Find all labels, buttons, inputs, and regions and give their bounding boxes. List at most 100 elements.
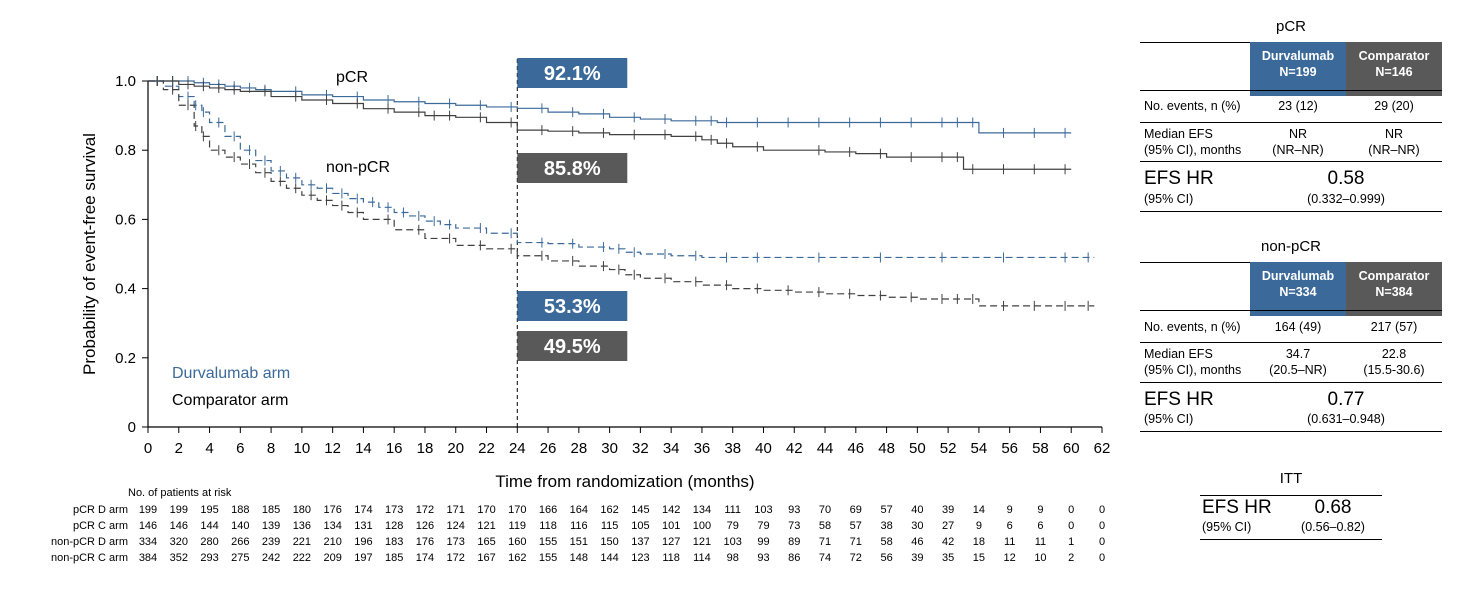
x-tick-label: 18 xyxy=(417,440,434,457)
at-risk-count: 176 xyxy=(416,536,434,548)
x-tick-label: 42 xyxy=(786,440,803,457)
at-risk-count: 210 xyxy=(323,536,341,548)
landmark-value-box xyxy=(517,58,628,88)
at-risk-count: 99 xyxy=(757,536,769,548)
y-tick-label: 0 xyxy=(128,419,136,436)
at-risk-count: 134 xyxy=(693,504,711,516)
at-risk-count: 6 xyxy=(1037,520,1043,532)
at-risk-count: 196 xyxy=(354,536,372,548)
at-risk-row-label: pCR D arm xyxy=(73,504,128,516)
x-tick-label: 2 xyxy=(175,440,183,457)
at-risk-count: 72 xyxy=(850,552,862,564)
pcr-hr-ci: (0.332–0.999) xyxy=(1307,192,1385,206)
at-risk-count: 73 xyxy=(788,520,800,532)
x-tick-label: 22 xyxy=(478,440,495,457)
at-risk-count: 101 xyxy=(662,520,680,532)
x-tick-label: 48 xyxy=(878,440,895,457)
at-risk-count: 12 xyxy=(1004,552,1016,564)
x-tick-label: 16 xyxy=(386,440,403,457)
at-risk-count: 58 xyxy=(880,536,892,548)
at-risk-count: 320 xyxy=(170,536,188,548)
x-tick-label: 52 xyxy=(940,440,957,457)
x-tick-label: 6 xyxy=(236,440,244,457)
x-tick-label: 58 xyxy=(1032,440,1049,457)
at-risk-count: 124 xyxy=(447,520,465,532)
x-tick-label: 60 xyxy=(1063,440,1080,457)
nonpcr-median-d: 34.7 (20.5–NR) xyxy=(1269,347,1327,377)
pcr-durvalumab-header: Durvalumab N=199 xyxy=(1250,42,1346,96)
at-risk-count: 115 xyxy=(601,520,619,532)
at-risk-count: 173 xyxy=(447,536,465,548)
km-curve-non-pcr-d-arm xyxy=(148,80,1095,259)
legend-durvalumab: Durvalumab arm xyxy=(172,365,290,382)
at-risk-count: 199 xyxy=(170,504,188,516)
at-risk-count: 14 xyxy=(973,504,985,516)
at-risk-count: 39 xyxy=(911,552,923,564)
at-risk-count: 103 xyxy=(754,504,772,516)
at-risk-count: 70 xyxy=(819,504,831,516)
at-risk-count: 146 xyxy=(170,520,188,532)
pcr-events-c: 29 (20) xyxy=(1374,99,1414,113)
at-risk-count: 171 xyxy=(447,504,465,516)
at-risk-count: 58 xyxy=(819,520,831,532)
at-risk-count: 280 xyxy=(200,536,218,548)
pcr-hr-label: EFS HR xyxy=(1144,168,1214,189)
at-risk-count: 185 xyxy=(385,552,403,564)
at-risk-count: 71 xyxy=(850,536,862,548)
at-risk-count: 18 xyxy=(973,536,985,548)
y-tick-label: 0.6 xyxy=(115,211,136,228)
x-tick-label: 46 xyxy=(847,440,864,457)
km-curve-pcr-c-arm xyxy=(148,80,1072,170)
at-risk-count: 140 xyxy=(231,520,249,532)
at-risk-count: 79 xyxy=(727,520,739,532)
nonpcr-table-title: non-pCR xyxy=(1260,238,1322,255)
x-tick-label: 4 xyxy=(205,440,213,457)
at-risk-count: 162 xyxy=(508,552,526,564)
x-tick-label: 40 xyxy=(755,440,772,457)
at-risk-count: 11 xyxy=(1004,536,1015,548)
at-risk-count: 145 xyxy=(631,504,649,516)
at-risk-count: 100 xyxy=(693,520,711,532)
nonpcr-median-label: Median EFS (95% CI), months xyxy=(1144,347,1242,377)
at-risk-count: 98 xyxy=(727,552,739,564)
at-risk-count: 27 xyxy=(942,520,954,532)
pcr-curve-label: pCR xyxy=(336,69,368,86)
x-tick-label: 50 xyxy=(909,440,926,457)
at-risk-count: 137 xyxy=(631,536,649,548)
itt-table-title: ITT xyxy=(1279,470,1303,487)
at-risk-count: 103 xyxy=(724,536,742,548)
x-tick-label: 14 xyxy=(355,440,372,457)
at-risk-count: 111 xyxy=(724,504,741,516)
x-tick-label: 24 xyxy=(509,440,526,457)
at-risk-count: 119 xyxy=(509,520,527,532)
at-risk-count: 174 xyxy=(354,504,372,516)
at-risk-count: 114 xyxy=(693,552,711,564)
landmark-value-box xyxy=(517,331,628,361)
at-risk-count: 131 xyxy=(354,520,372,532)
at-risk-count: 0 xyxy=(1099,552,1105,564)
at-risk-count: 86 xyxy=(788,552,800,564)
at-risk-count: 0 xyxy=(1068,520,1074,532)
at-risk-count: 352 xyxy=(170,552,188,564)
y-tick-label: 1.0 xyxy=(115,73,136,90)
nonpcr-events-d: 164 (49) xyxy=(1274,320,1322,334)
x-tick-label: 56 xyxy=(1001,440,1018,457)
x-tick-label: 28 xyxy=(570,440,587,457)
at-risk-count: 9 xyxy=(1037,504,1043,516)
nonpcr-events-label: No. events, n (%) xyxy=(1144,320,1241,334)
x-axis-label: Time from randomization (months) xyxy=(495,472,754,491)
at-risk-count: 118 xyxy=(539,520,557,532)
at-risk-count: 167 xyxy=(477,552,495,564)
at-risk-row-label: non-pCR D arm xyxy=(51,536,128,548)
at-risk-count: 89 xyxy=(788,536,800,548)
at-risk-count: 9 xyxy=(976,520,982,532)
at-risk-count: 105 xyxy=(631,520,649,532)
at-risk-count: 172 xyxy=(447,552,465,564)
pcr-events-d: 23 (12) xyxy=(1278,99,1318,113)
x-tick-label: 20 xyxy=(447,440,464,457)
x-tick-label: 38 xyxy=(724,440,741,457)
nonpcr-median-c: 22.8 (15.5-30.6) xyxy=(1363,347,1425,377)
at-risk-count: 74 xyxy=(819,552,831,564)
at-risk-count: 123 xyxy=(631,552,649,564)
at-risk-count: 38 xyxy=(880,520,892,532)
